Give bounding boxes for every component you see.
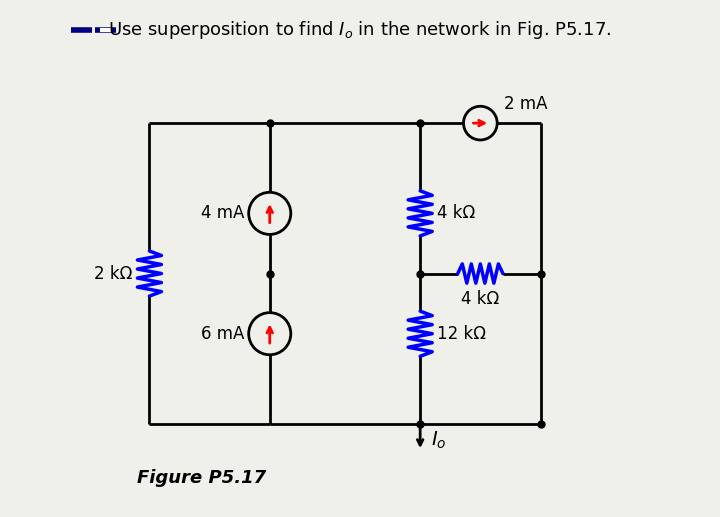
Text: 12 kΩ: 12 kΩ [437, 325, 486, 343]
Text: 4 kΩ: 4 kΩ [437, 204, 475, 222]
Text: 4 mA: 4 mA [201, 204, 245, 222]
Text: Figure P5.17: Figure P5.17 [138, 469, 266, 487]
Text: 2 kΩ: 2 kΩ [94, 265, 132, 283]
Text: 4 kΩ: 4 kΩ [462, 291, 500, 308]
Text: 6 mA: 6 mA [201, 325, 245, 343]
Text: 2 mA: 2 mA [505, 95, 548, 113]
Text: $I_o$: $I_o$ [431, 430, 446, 451]
Text: Use superposition to find $I_o$ in the network in Fig. P5.17.: Use superposition to find $I_o$ in the n… [109, 19, 611, 41]
